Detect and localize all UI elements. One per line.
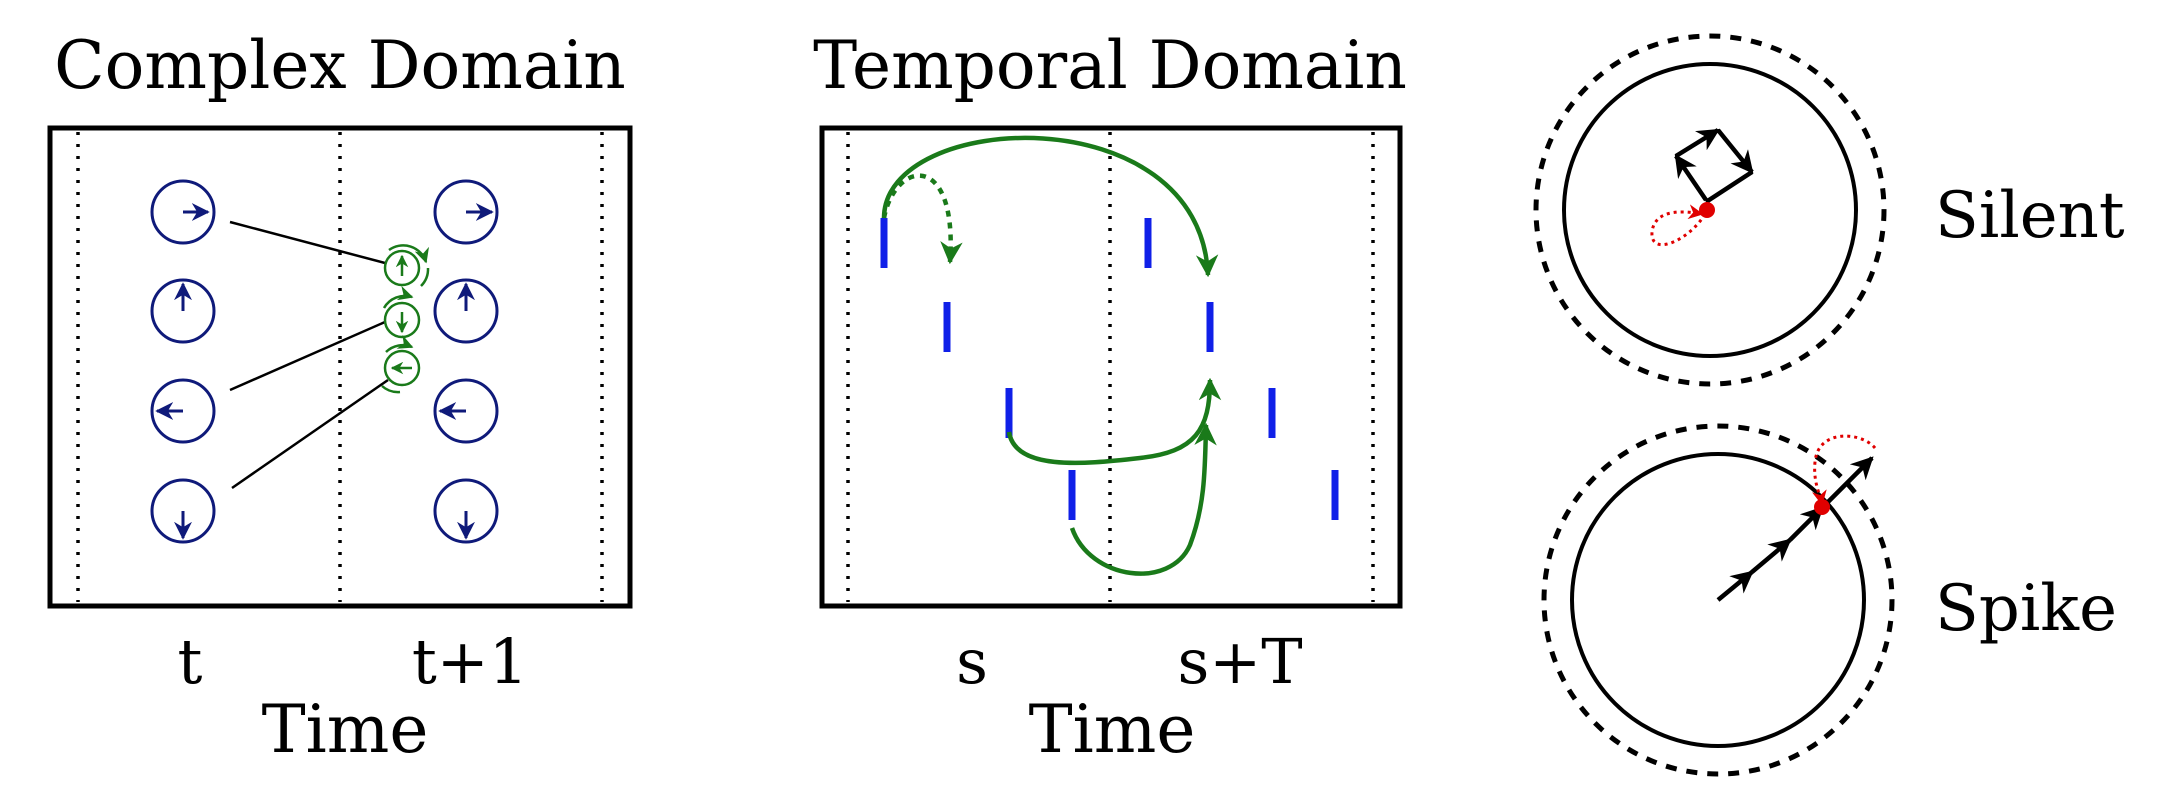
complex-panel-frame: [47, 125, 633, 609]
silent-label: Silent: [1935, 179, 2125, 253]
threshold-circle: [1533, 33, 1887, 387]
phase-trajectory: [1716, 456, 1874, 602]
temporal-xlabel: Time: [1029, 691, 1196, 768]
oscillator-phase-circle: [433, 478, 499, 544]
oscillator-phase-circle: [150, 278, 216, 344]
phase-shift-oscillators: [381, 244, 430, 394]
reset-trajectory: [1811, 434, 1877, 506]
oscillator-phase-circle: [433, 278, 499, 344]
temporal-tick-s: s: [956, 625, 988, 698]
oscillator-phase-circle: [150, 179, 216, 245]
threshold-circle: [1541, 423, 1895, 777]
reset-trajectory: [1650, 204, 1707, 246]
oscillator-phase-circle: [433, 179, 499, 245]
unit-circle: [1562, 62, 1858, 358]
temporal-domain-panel: Temporal Domain s s+T Time: [813, 27, 1407, 768]
oscillators-time-t: [150, 179, 216, 544]
oscillator-phase-circle: [150, 378, 216, 444]
temporal-tick-s-plus-T: s+T: [1177, 625, 1302, 698]
temporal-time-gridlines: [846, 132, 1375, 602]
spike-label: Spike: [1935, 572, 2117, 646]
complex-tick-t-plus-1: t+1: [412, 625, 528, 698]
state-point-icon: [1699, 202, 1715, 218]
temporal-panel-frame: [819, 125, 1403, 609]
complex-time-gridlines: [76, 132, 604, 602]
unit-circle: [1570, 452, 1866, 748]
spike-neuron-diagram: Spike: [1541, 423, 2117, 777]
silent-neuron-diagram: Silent: [1533, 33, 2125, 387]
oscillators-time-t-plus-1: [433, 179, 499, 544]
complex-panel-title: Complex Domain: [54, 27, 626, 104]
complex-connections: [229, 220, 389, 490]
phase-trajectory: [1674, 128, 1754, 204]
spike-markers: [880, 218, 1339, 520]
oscillator-phase-circle: [150, 478, 216, 544]
state-point-icon: [1814, 499, 1830, 515]
temporal-panel-title: Temporal Domain: [813, 27, 1407, 104]
complex-domain-panel: Complex Domain: [47, 27, 633, 768]
oscillator-phase-circle: [433, 378, 499, 444]
complex-tick-t: t: [178, 625, 203, 698]
spike-transmission-arcs: [881, 135, 1222, 576]
complex-xlabel: Time: [262, 691, 429, 768]
